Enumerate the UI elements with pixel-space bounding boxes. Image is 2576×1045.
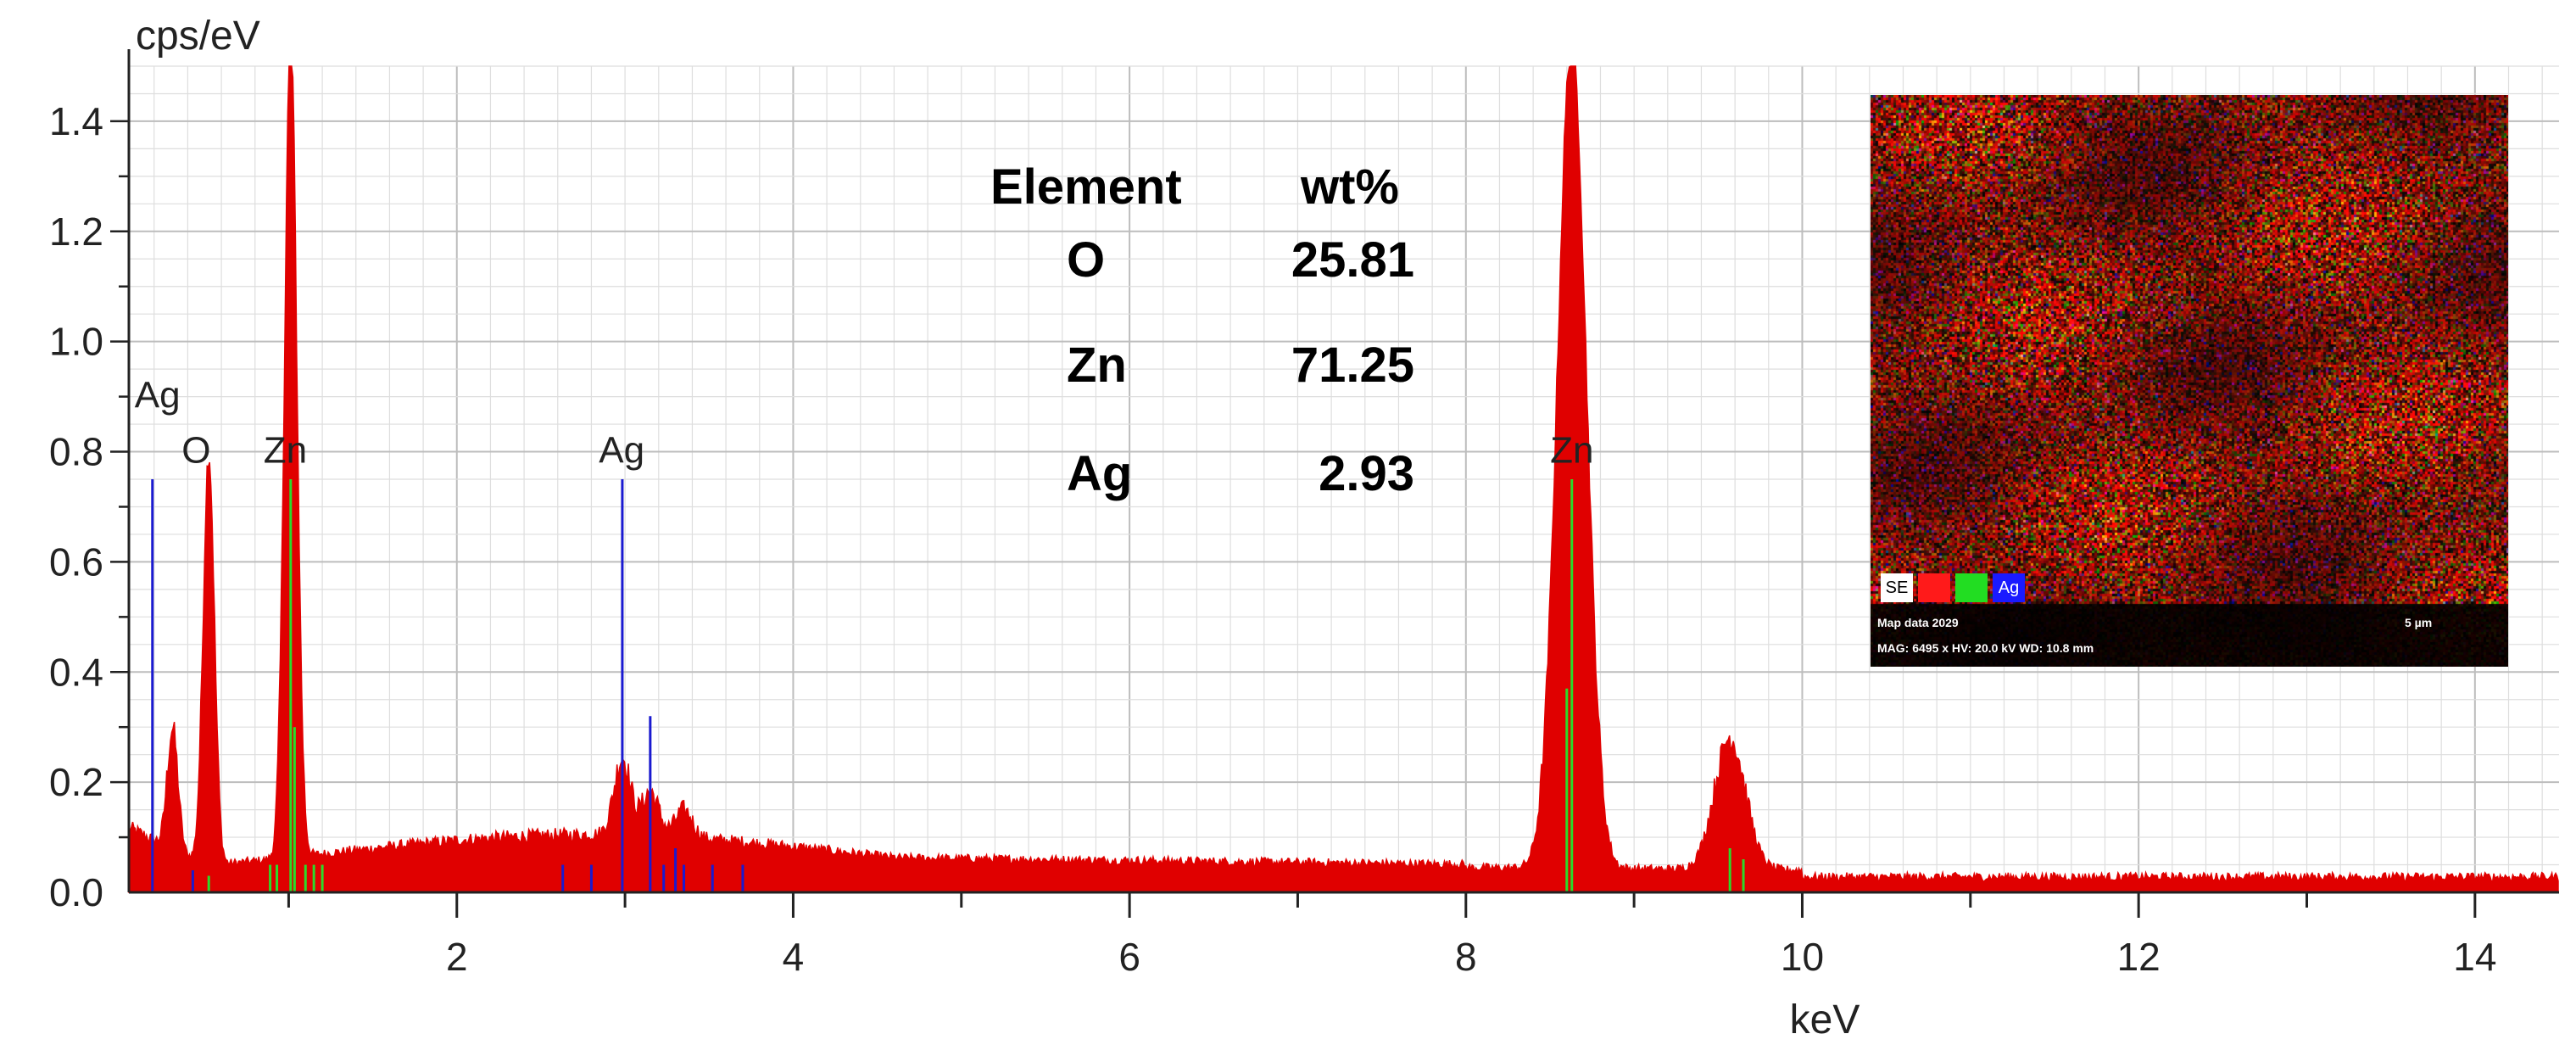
y-tick-label: 1.2 xyxy=(49,210,103,254)
peak-label: Zn xyxy=(264,430,307,472)
x-tick-label: 4 xyxy=(783,935,805,979)
scale-bar-label: 5 µm xyxy=(2405,616,2433,629)
acquisition-params: MAG: 6495 x HV: 20.0 kV WD: 10.8 mm xyxy=(1877,641,2094,655)
y-tick-label: 0.6 xyxy=(49,539,103,584)
x-tick-label: 8 xyxy=(1455,935,1477,979)
map-legend: SE Ag xyxy=(1881,573,2025,602)
peak-label: Zn xyxy=(1550,430,1593,472)
spectrum-series xyxy=(128,65,2559,893)
legend-chip-ag: Ag xyxy=(1993,573,2025,602)
y-tick-label: 0.2 xyxy=(49,760,103,804)
peak-label: O xyxy=(181,430,210,472)
element-markers xyxy=(151,479,1745,892)
y-tick-label: 0.8 xyxy=(49,430,103,474)
x-tick-label: 12 xyxy=(2117,935,2161,979)
peak-label: Ag xyxy=(135,375,181,416)
table-cell-wt: 2.93 xyxy=(1319,446,1414,501)
map-caption: Map data 2029 xyxy=(1877,616,1959,629)
peak-labels: AgO Zn Ag Zn xyxy=(135,375,1594,472)
x-tick-label: 10 xyxy=(1781,935,1824,979)
x-tick-label: 2 xyxy=(446,935,468,979)
y-tick-label: 1.4 xyxy=(49,99,103,143)
y-axis-label: cps/eV xyxy=(136,14,260,59)
y-tick-label: 0.4 xyxy=(49,650,103,694)
x-tick-label: 6 xyxy=(1118,935,1140,979)
peak-label: Ag xyxy=(599,430,644,472)
table-cell-wt: 71.25 xyxy=(1291,338,1414,393)
legend-chip-green xyxy=(1955,573,1988,602)
eds-map-inset: SE Ag Map data 2029 5 µm MAG: 6495 x HV:… xyxy=(1871,95,2508,667)
tick-labels: 2 4 6 8 10 12 14 0.0 0.2 0.4 0.6 0.8 1.0 1.2 1.4 xyxy=(49,99,2496,979)
table-header-wt: wt% xyxy=(1300,159,1399,215)
legend-chip-red xyxy=(1918,573,1950,602)
table-cell-element: O xyxy=(1067,232,1105,288)
elemental-map-image xyxy=(1871,95,2508,667)
y-tick-label: 0.0 xyxy=(49,870,103,914)
axes xyxy=(110,49,2559,918)
table-cell-element: Zn xyxy=(1067,338,1127,393)
table-header-element: Element xyxy=(990,159,1182,215)
spectrum-area xyxy=(128,65,2559,893)
x-tick-label: 14 xyxy=(2453,935,2496,979)
composition-table: Element wt% O 25.81 Zn 71.25 Ag 2.93 xyxy=(990,159,1414,501)
legend-chip-se: SE xyxy=(1881,573,1913,602)
x-axis-label: keV xyxy=(1790,998,1860,1042)
y-tick-label: 1.0 xyxy=(49,320,103,364)
table-cell-element: Ag xyxy=(1067,446,1132,501)
table-cell-wt: 25.81 xyxy=(1291,232,1414,288)
